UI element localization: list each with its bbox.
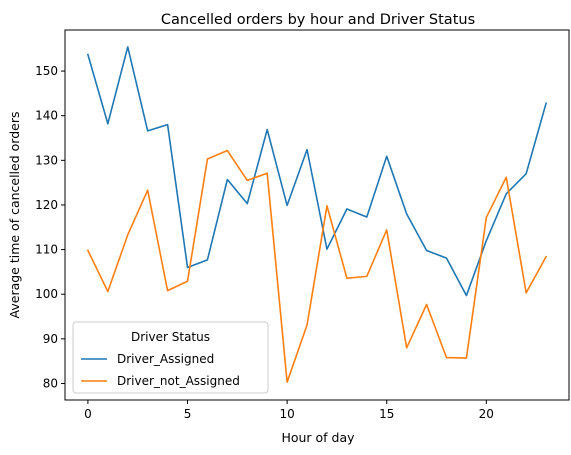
x-tick-label: 5 <box>184 407 192 421</box>
x-tick-label: 15 <box>379 407 394 421</box>
y-tick-label: 140 <box>35 109 58 123</box>
legend-entries: Driver_Assigned Driver_not_Assigned <box>81 352 240 388</box>
plot-area: 0 5 10 15 20 80 90 100 110 120 130 140 150 <box>35 29 570 421</box>
x-axis-label: Hour of day <box>281 430 355 445</box>
chart-title: Cancelled orders by hour and Driver Stat… <box>161 12 475 28</box>
y-axis-ticks: 80 90 100 110 120 130 140 150 <box>35 64 65 390</box>
legend-entry-label: Driver_not_Assigned <box>117 374 240 388</box>
series-line-driver-assigned <box>86 46 548 297</box>
x-axis-ticks: 0 5 10 15 20 <box>84 400 494 421</box>
series-layer <box>86 46 548 383</box>
x-tick-label: 10 <box>279 407 294 421</box>
y-tick-label: 150 <box>35 64 58 78</box>
legend-title: Driver Status <box>131 330 210 344</box>
y-tick-label: 110 <box>35 243 58 257</box>
legend-entry-label: Driver_Assigned <box>117 352 214 366</box>
x-tick-label: 0 <box>84 407 92 421</box>
y-tick-label: 80 <box>43 376 58 390</box>
x-tick-label: 20 <box>479 407 494 421</box>
series-line-driver-not-assigned <box>86 149 548 383</box>
y-tick-label: 120 <box>35 198 58 212</box>
y-tick-label: 130 <box>35 153 58 167</box>
y-tick-label: 100 <box>35 287 58 301</box>
y-tick-label: 90 <box>43 332 58 346</box>
legend-box <box>72 321 269 394</box>
axes-frame <box>64 29 570 401</box>
y-axis-label: Average time of cancelled orders <box>7 112 22 319</box>
legend: Driver Status Driver_Assigned Driver_not_… <box>72 321 269 394</box>
